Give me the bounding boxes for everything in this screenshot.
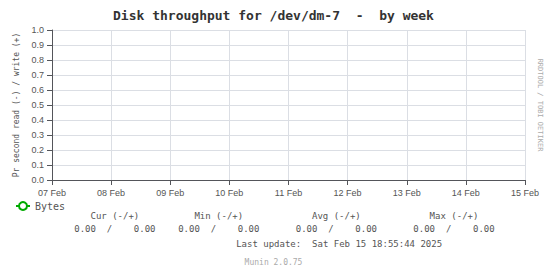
svg-text:Bytes: Bytes bbox=[35, 201, 65, 212]
svg-text:Avg (-/+): Avg (-/+) bbox=[312, 211, 361, 221]
svg-text:0.5: 0.5 bbox=[31, 100, 44, 110]
svg-text:0.00 / 0.00: 0.00 / 0.00 bbox=[74, 224, 155, 234]
svg-text:0.3: 0.3 bbox=[31, 130, 44, 140]
svg-text:12 Feb: 12 Feb bbox=[334, 188, 362, 198]
svg-text:1.0: 1.0 bbox=[31, 25, 44, 35]
svg-text:Disk throughput for /dev/dm-7: Disk throughput for /dev/dm-7 - by week bbox=[113, 8, 434, 23]
svg-text:0.2: 0.2 bbox=[31, 145, 44, 155]
svg-text:0.9: 0.9 bbox=[31, 40, 44, 50]
svg-text:Last update: Sat Feb 15 18:55: Last update: Sat Feb 15 18:55:44 2025 bbox=[236, 239, 442, 249]
svg-text:07 Feb: 07 Feb bbox=[38, 188, 66, 198]
svg-text:0.8: 0.8 bbox=[31, 55, 44, 65]
svg-text:0.1: 0.1 bbox=[31, 160, 44, 170]
svg-text:Cur (-/+): Cur (-/+) bbox=[90, 211, 139, 221]
svg-text:Munin 2.0.75: Munin 2.0.75 bbox=[245, 258, 303, 267]
svg-text:09 Feb: 09 Feb bbox=[156, 188, 184, 198]
svg-text:Min (-/+): Min (-/+) bbox=[194, 211, 243, 221]
svg-text:14 Feb: 14 Feb bbox=[452, 188, 480, 198]
svg-text:RRDTOOL / TOBI OETIKER: RRDTOOL / TOBI OETIKER bbox=[536, 59, 544, 153]
svg-text:0.00 / 0.00: 0.00 / 0.00 bbox=[178, 224, 259, 234]
svg-text:0.7: 0.7 bbox=[31, 70, 44, 80]
svg-text:10 Feb: 10 Feb bbox=[215, 188, 243, 198]
svg-text:11 Feb: 11 Feb bbox=[275, 188, 302, 198]
svg-text:0.00 / 0.00: 0.00 / 0.00 bbox=[296, 224, 377, 234]
svg-text:0.0: 0.0 bbox=[31, 175, 44, 185]
svg-text:Max (-/+): Max (-/+) bbox=[430, 211, 479, 221]
svg-text:0.6: 0.6 bbox=[31, 85, 44, 95]
svg-text:08 Feb: 08 Feb bbox=[97, 188, 125, 198]
svg-text:0.00 / 0.00: 0.00 / 0.00 bbox=[413, 224, 494, 234]
svg-text:13 Feb: 13 Feb bbox=[393, 188, 421, 198]
svg-text:0.4: 0.4 bbox=[31, 115, 44, 125]
svg-text:Pr second read (-) / write (+): Pr second read (-) / write (+) bbox=[12, 33, 21, 178]
svg-text:15 Feb: 15 Feb bbox=[511, 188, 539, 198]
